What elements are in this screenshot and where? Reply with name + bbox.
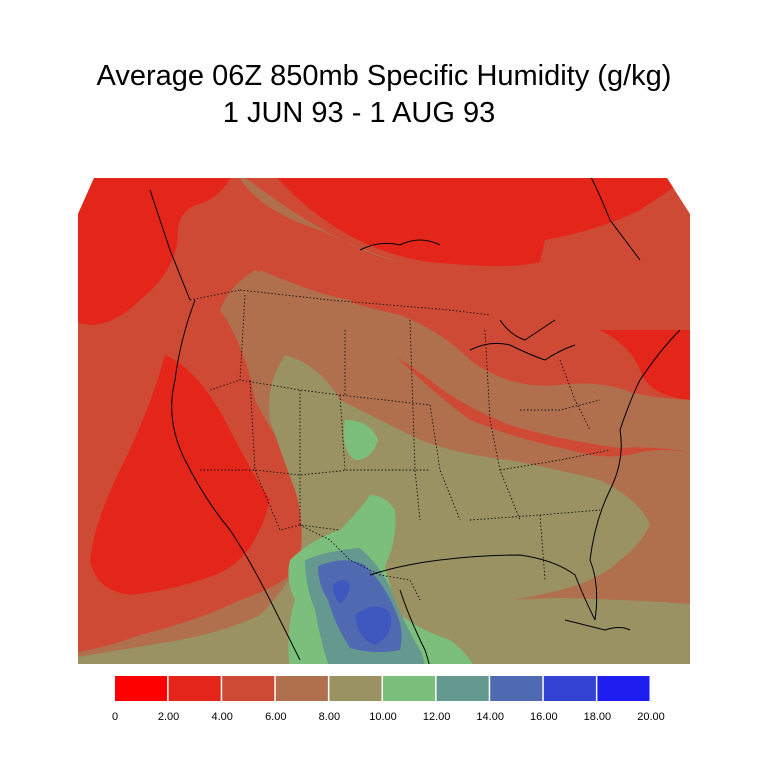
legend-tick-label: 2.00 <box>157 711 180 723</box>
hudson-area-coast <box>359 239 441 251</box>
us-canada-border <box>239 289 491 316</box>
legend-swatch-8 <box>543 676 596 701</box>
legend-swatch-7 <box>490 676 543 701</box>
band-14-16-core-north <box>333 580 350 603</box>
legend-tick-label: 0 <box>111 711 119 723</box>
gulf-coastline <box>369 554 596 621</box>
band-2-4-pacific-northwest <box>78 178 235 325</box>
legend-swatch-5 <box>383 676 436 701</box>
great-lakes-shore <box>469 342 576 361</box>
legend-swatch-0 <box>115 676 168 701</box>
lake-superior-shore <box>499 319 556 341</box>
band-2-4-north <box>78 178 690 266</box>
legend-tick-label: 4.00 <box>211 711 233 723</box>
legend-swatch-4 <box>329 676 382 701</box>
coastlines <box>149 178 681 664</box>
atlantic-coastline <box>589 329 681 621</box>
state-boundaries <box>189 289 611 601</box>
cuba-outline <box>564 619 631 631</box>
mexico-gulf-coast <box>399 589 431 664</box>
legend-tick-label: 6.00 <box>265 711 287 723</box>
band-2-4-california <box>90 355 270 595</box>
legend-tick-label: 12.00 <box>422 711 451 723</box>
map-subtitle-date-range: 1 JUN 93 - 1 AUG 93 <box>222 97 496 129</box>
legend-swatch-9 <box>597 676 650 701</box>
band-8-10-gulf <box>400 598 690 664</box>
legend-swatch-6 <box>436 676 489 701</box>
legend-tick-label: 20.00 <box>637 711 665 723</box>
legend-tick-label: 16.00 <box>530 711 558 723</box>
pacific-coastline <box>171 299 301 661</box>
legend-tick-label: 8.00 <box>318 711 341 723</box>
humidity-contour-field <box>78 178 690 664</box>
legend-swatch-3 <box>275 676 328 701</box>
map-title: Average 06Z 850mb Specific Humidity (g/k… <box>96 60 672 92</box>
band-6-8-east <box>260 270 690 455</box>
legend-tick-label: 14.00 <box>476 711 504 723</box>
band-10-12-plains <box>343 420 378 460</box>
legend-swatch-2 <box>222 676 275 701</box>
legend-tick-label: 18.00 <box>583 711 612 723</box>
band-14-16-core-south <box>355 606 391 645</box>
legend-swatch-1 <box>168 676 221 701</box>
labrador-coast <box>589 178 641 261</box>
legend-tick-label: 10.00 <box>369 711 397 723</box>
pacific-northwest-coast <box>149 189 191 301</box>
